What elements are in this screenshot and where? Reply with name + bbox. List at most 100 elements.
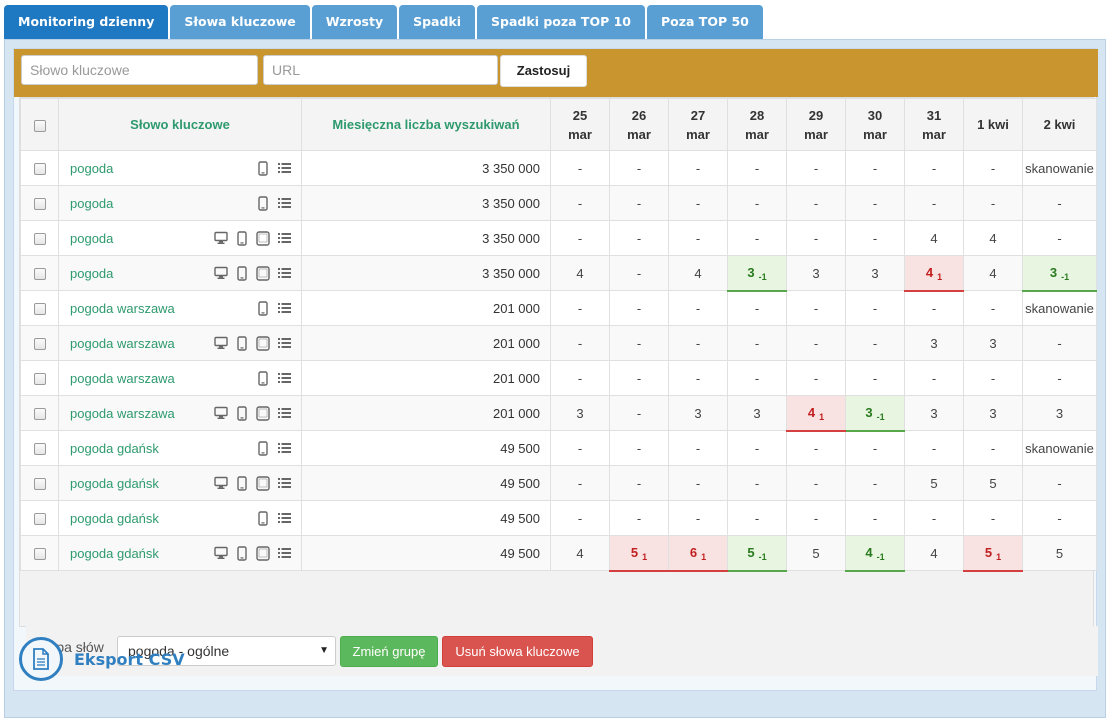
position-value: - (695, 335, 701, 351)
row-checkbox[interactable] (33, 268, 46, 281)
row-checkbox[interactable] (33, 443, 46, 456)
row-select-cell (20, 185, 59, 221)
table-row[interactable]: pogoda gdańsk 49 500 4 5 1 6 1 5 -1 5 4 -1 4 5 1 5 (20, 535, 1097, 572)
row-checkbox[interactable] (33, 163, 46, 176)
table-row[interactable]: pogoda warszawa 201 000 - - - - - - - - - (20, 360, 1097, 396)
row-checkbox[interactable] (33, 198, 46, 211)
date-column-header[interactable]: 31 mar (904, 98, 964, 151)
keyword-link[interactable]: pogoda (70, 160, 114, 176)
table-row[interactable]: pogoda gdańsk 49 500 - - - - - - 5 5 - (20, 465, 1097, 501)
monitoring-container: Słowo kluczowe URL Zastosuj Słowo kluczo… (13, 48, 1098, 691)
row-checkbox[interactable] (33, 338, 46, 351)
row-checkbox[interactable] (33, 233, 46, 246)
date-column-header[interactable]: 1 kwi (963, 98, 1023, 151)
keyword-link[interactable]: pogoda warszawa (70, 405, 175, 421)
url-filter-input[interactable]: URL (263, 55, 498, 85)
list-icon[interactable] (277, 475, 291, 491)
date-day: 30 (867, 107, 883, 123)
position-cell: - (727, 360, 787, 396)
export-csv-label: Eksport CSV (74, 649, 185, 669)
volume-column-header[interactable]: Miesięczna liczba wyszukiwań (301, 98, 551, 151)
position-cell: - (963, 360, 1023, 396)
date-column-header[interactable]: 29 mar (786, 98, 846, 151)
list-icon[interactable] (277, 405, 291, 421)
table-row[interactable]: pogoda gdańsk 49 500 - - - - - - - - - (20, 500, 1097, 536)
select-all-checkbox[interactable] (33, 119, 46, 132)
table-row[interactable]: pogoda gdańsk 49 500 - - - - - - - - skanowanie (20, 430, 1097, 466)
list-icon[interactable] (277, 300, 291, 316)
date-column-header[interactable]: 28 mar (727, 98, 787, 151)
row-checkbox[interactable] (33, 303, 46, 316)
table-row[interactable]: pogoda warszawa 201 000 - - - - - - - - skanowanie (20, 290, 1097, 326)
search-volume-cell: 3 350 000 (301, 220, 551, 256)
list-icon[interactable] (277, 370, 291, 386)
keyword-column-header[interactable]: Słowo kluczowe (58, 98, 302, 151)
row-checkbox[interactable] (33, 548, 46, 561)
date-column-header[interactable]: 26 mar (609, 98, 669, 151)
position-cell: - (609, 500, 669, 536)
keyword-link[interactable]: pogoda warszawa (70, 370, 175, 386)
position-cell: 3 -1 (727, 255, 787, 292)
row-checkbox[interactable] (33, 513, 46, 526)
position-cell: - (845, 465, 905, 501)
delete-keywords-button[interactable]: Usuń słowa kluczowe (442, 636, 593, 667)
date-day: 29 (808, 107, 824, 123)
tab-3[interactable]: Spadki (399, 5, 476, 39)
change-group-button[interactable]: Zmień grupę (340, 636, 438, 667)
position-value: skanowanie (1025, 440, 1094, 456)
keyword-link[interactable]: pogoda gdańsk (70, 545, 159, 561)
list-icon[interactable] (277, 545, 291, 561)
keywords-table: Słowo kluczowe Miesięczna liczba wyszuki… (20, 98, 1097, 572)
table-row[interactable]: pogoda 3 350 000 - - - - - - - - - (20, 185, 1097, 221)
keyword-link[interactable]: pogoda (70, 230, 114, 246)
list-icon[interactable] (277, 160, 291, 176)
keyword-link[interactable]: pogoda gdańsk (70, 475, 159, 491)
position-cell: 4 (963, 220, 1023, 256)
position-value: - (636, 265, 642, 281)
row-checkbox[interactable] (33, 478, 46, 491)
table-row[interactable]: pogoda 3 350 000 - - - - - - - - skanowanie (20, 150, 1097, 186)
date-column-header[interactable]: 2 kwi (1022, 98, 1097, 151)
keyword-link[interactable]: pogoda warszawa (70, 300, 175, 316)
list-icon[interactable] (277, 335, 291, 351)
date-column-header[interactable]: 25 mar (550, 98, 610, 151)
keyword-link[interactable]: pogoda (70, 195, 114, 211)
table-row[interactable]: pogoda 3 350 000 4-4 3 -1 3 3 4 1 4 3 -1 (20, 255, 1097, 292)
keyword-link[interactable]: pogoda warszawa (70, 335, 175, 351)
mobile-icon (256, 160, 270, 176)
apply-button[interactable]: Zastosuj (500, 55, 587, 87)
table-row[interactable]: pogoda warszawa 201 000 - - - - - - 3 3 - (20, 325, 1097, 361)
position-change: -1 (758, 552, 767, 563)
position-cell: - (550, 430, 610, 466)
export-csv-link[interactable]: Eksport CSV (19, 636, 185, 682)
keyword-filter-input[interactable]: Słowo kluczowe (21, 55, 258, 85)
position-value: - (754, 510, 760, 526)
position-value: 3 (753, 405, 761, 421)
position-value: 4 (694, 265, 702, 281)
list-icon[interactable] (277, 510, 291, 526)
list-icon[interactable] (277, 195, 291, 211)
position-cell: 4 (550, 255, 610, 291)
tab-5[interactable]: Poza TOP 50 (647, 5, 763, 39)
row-checkbox[interactable] (33, 373, 46, 386)
list-icon[interactable] (277, 440, 291, 456)
table-row[interactable]: pogoda 3 350 000 - - - - - - 4 4 - (20, 220, 1097, 256)
tab-4[interactable]: Spadki poza TOP 10 (477, 5, 645, 39)
position-value: - (754, 230, 760, 246)
date-column-header[interactable]: 30 mar (845, 98, 905, 151)
date-column-header[interactable]: 27 mar (668, 98, 728, 151)
tab-2[interactable]: Wzrosty (311, 5, 398, 39)
table-row[interactable]: pogoda warszawa 201 000 3-3 3 4 1 3 -1 3 3 3 (20, 395, 1097, 432)
keyword-link[interactable]: pogoda gdańsk (70, 440, 159, 456)
list-icon[interactable] (277, 265, 291, 281)
keyword-link[interactable]: pogoda (70, 265, 114, 281)
keyword-link[interactable]: pogoda gdańsk (70, 510, 159, 526)
list-icon[interactable] (277, 230, 291, 246)
group-select[interactable]: pogoda - ogólne ▼ (117, 636, 336, 666)
position-cell: - (845, 430, 905, 466)
tab-0[interactable]: Monitoring dzienny (4, 5, 169, 39)
position-cell: 3 (550, 395, 610, 431)
row-checkbox[interactable] (33, 408, 46, 421)
tab-1[interactable]: Słowa kluczowe (170, 5, 310, 39)
position-cell: 4 (904, 535, 964, 571)
